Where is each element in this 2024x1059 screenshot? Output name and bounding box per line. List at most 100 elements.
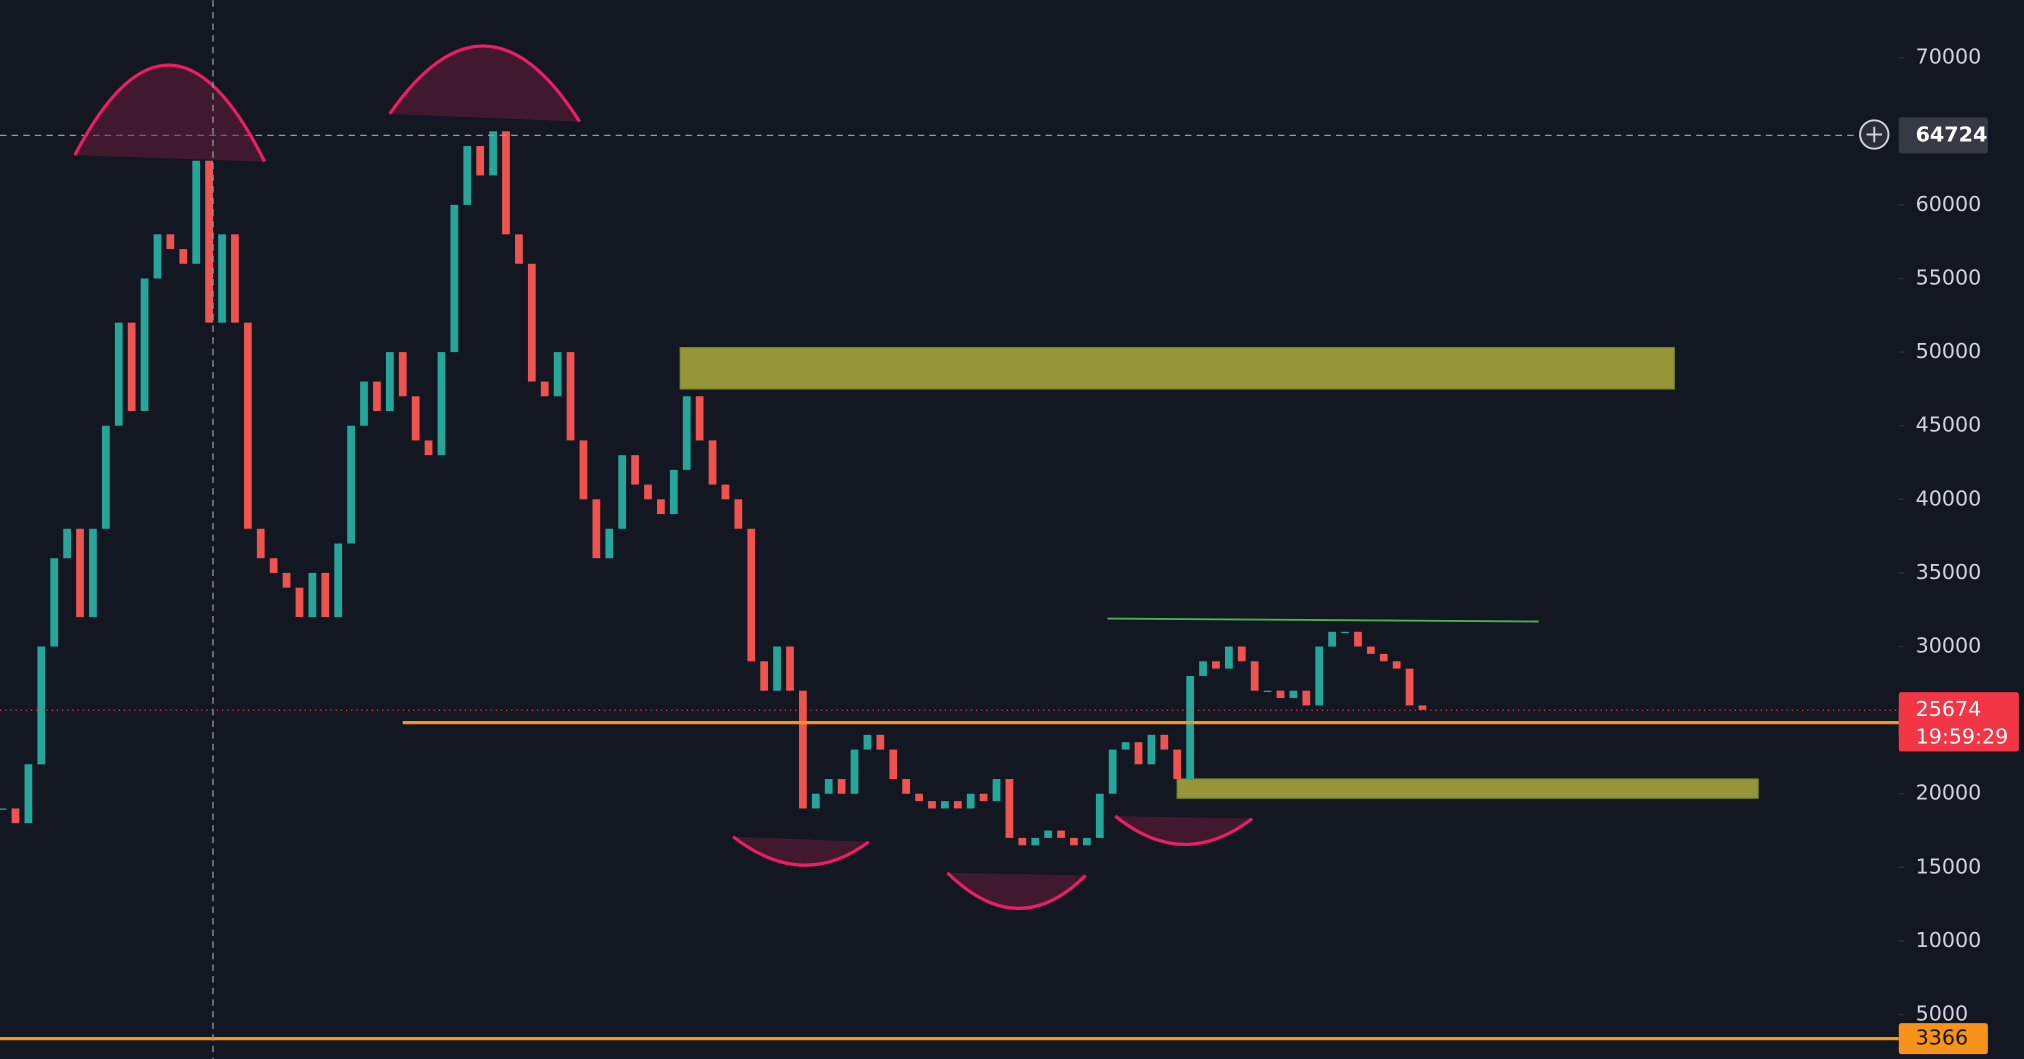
candle <box>1289 690 1298 699</box>
candle <box>347 425 355 544</box>
arc <box>388 44 581 123</box>
candle <box>669 469 678 515</box>
candle <box>1341 631 1349 634</box>
candle <box>256 528 265 559</box>
candle <box>1224 646 1233 669</box>
candle <box>89 528 97 618</box>
arc <box>1114 814 1254 847</box>
candle <box>941 801 949 809</box>
candle <box>1199 661 1207 676</box>
y-tick-label: 10000 <box>1916 928 1982 952</box>
candle <box>695 396 704 441</box>
level-label: 3366 <box>1916 1026 1969 1050</box>
last-price-tag <box>1898 692 2019 752</box>
candle <box>605 528 614 559</box>
candle <box>321 572 330 618</box>
candle <box>1147 734 1156 765</box>
candle <box>37 646 46 765</box>
candle <box>1082 837 1091 846</box>
candle <box>579 440 588 500</box>
candle <box>50 558 59 647</box>
candle <box>644 484 652 500</box>
candle <box>734 499 743 529</box>
candle <box>799 690 807 809</box>
candle <box>1057 830 1065 838</box>
candle <box>515 234 523 264</box>
candle <box>566 352 575 441</box>
candle <box>218 234 226 323</box>
candle <box>811 793 820 809</box>
candle <box>527 263 536 382</box>
candle <box>1366 646 1375 654</box>
last-price-label: 25674 <box>1916 697 1982 721</box>
candle <box>682 396 691 470</box>
candle <box>721 484 730 500</box>
candle <box>953 801 962 809</box>
candle <box>0 808 7 810</box>
countdown: 19:59:29 <box>1916 724 2009 748</box>
candle <box>1160 734 1169 750</box>
zone <box>1176 778 1759 799</box>
candle <box>915 793 923 802</box>
candle <box>489 131 497 176</box>
candle <box>1405 668 1414 706</box>
crosshair-label: 64724 <box>1916 122 1988 146</box>
candle <box>114 322 123 426</box>
candle <box>360 381 368 426</box>
candle <box>1392 661 1401 669</box>
candle <box>502 131 510 235</box>
candle <box>424 440 433 456</box>
candle <box>1237 646 1246 662</box>
candle <box>192 160 201 264</box>
candle <box>708 440 717 485</box>
candle <box>1121 742 1130 750</box>
y-tick-label: 15000 <box>1916 854 1982 878</box>
candle <box>373 381 381 411</box>
candle <box>11 808 20 824</box>
candle <box>540 381 549 397</box>
candle <box>1108 749 1117 794</box>
candle <box>786 646 794 691</box>
candle <box>1044 830 1053 838</box>
candle <box>1250 661 1259 691</box>
candle <box>1379 653 1388 662</box>
candle <box>902 779 911 794</box>
candle <box>101 425 110 529</box>
level-tag <box>1898 1023 1988 1055</box>
candle <box>1212 661 1220 669</box>
candle <box>1276 690 1285 699</box>
y-tick-label: 20000 <box>1916 781 1982 805</box>
candle <box>760 661 769 691</box>
y-tick-label: 50000 <box>1916 339 1982 363</box>
candle <box>1186 675 1195 780</box>
candle <box>747 528 756 662</box>
y-tick-label: 5000 <box>1916 1002 1969 1026</box>
candle <box>63 528 71 559</box>
price-axis: 5000100001500020000250003000035000400004… <box>1898 45 2019 1055</box>
candle <box>979 793 988 802</box>
zone <box>679 347 1675 390</box>
candle <box>1263 690 1272 692</box>
candle <box>618 455 627 529</box>
arc-fill <box>389 46 580 122</box>
candle <box>889 749 898 780</box>
arc <box>946 871 1087 910</box>
candle <box>1005 779 1014 838</box>
candle <box>140 278 149 411</box>
y-tick-label: 70000 <box>1916 45 1982 69</box>
y-tick-label: 30000 <box>1916 634 1982 658</box>
candle <box>308 572 317 618</box>
candle <box>553 352 562 397</box>
candle <box>992 779 1001 802</box>
candle <box>966 793 975 809</box>
candle <box>398 352 407 397</box>
candle <box>1302 690 1311 706</box>
pattern-arc-strokes <box>73 44 1254 910</box>
candle <box>179 249 188 264</box>
candle <box>1354 631 1362 647</box>
y-tick-label: 45000 <box>1916 413 1982 437</box>
candle <box>1173 749 1182 780</box>
candle <box>657 499 665 515</box>
